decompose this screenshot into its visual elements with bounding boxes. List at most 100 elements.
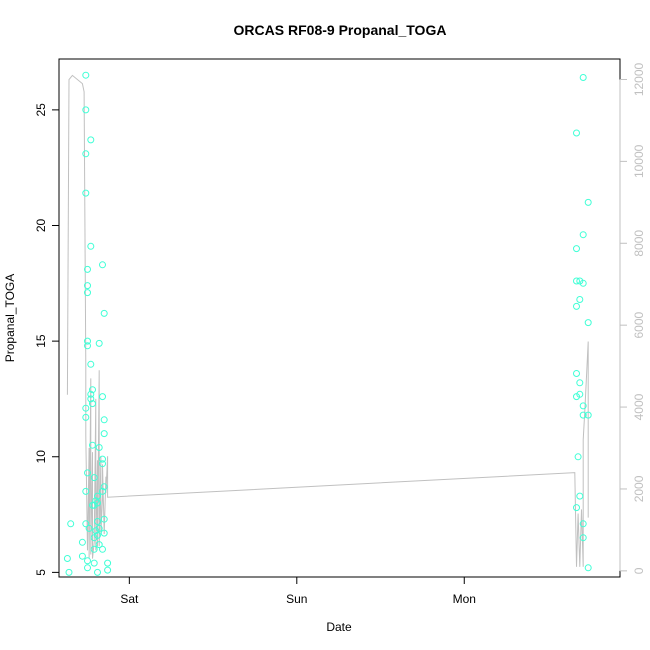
data-point [85, 524, 93, 532]
x-tick-label: Sun [286, 592, 307, 606]
data-point [82, 189, 90, 197]
data-point [87, 395, 95, 403]
data-point [99, 455, 106, 463]
data-point [95, 541, 103, 549]
data-point [84, 265, 91, 273]
right-y-tick-label: 4000 [632, 393, 646, 420]
data-point [78, 552, 86, 560]
data-point [99, 545, 106, 553]
x-tick-label: Sat [120, 592, 139, 606]
data-point [87, 136, 95, 144]
data-point [82, 413, 90, 421]
y-tick-label: 5 [34, 569, 48, 576]
data-point [94, 531, 101, 539]
data-point [573, 370, 580, 377]
data-point [82, 150, 90, 158]
data-point [89, 400, 96, 408]
data-point [573, 504, 580, 512]
data-point [104, 559, 112, 567]
right-y-tick-label: 0 [632, 567, 646, 574]
data-point [100, 515, 108, 523]
x-axis-label: Date [326, 620, 352, 634]
data-point [63, 555, 71, 562]
right-y-tick-label: 8000 [632, 230, 646, 257]
data-point [579, 231, 587, 239]
chart-title: ORCAS RF08-9 Propanal_TOGA [234, 22, 447, 38]
plot-frame [58, 58, 621, 578]
data-point [576, 390, 584, 398]
data-point [84, 557, 91, 565]
altitude-line [66, 74, 589, 567]
data-point [84, 337, 91, 345]
right-y-tick-label: 12000 [632, 62, 646, 96]
y-axis-label: Propanal_TOGA [3, 274, 17, 363]
y-tick-label: 25 [34, 103, 48, 117]
data-point [573, 277, 580, 285]
data-point [579, 411, 587, 419]
data-point [84, 342, 91, 350]
right-y-tick-label: 10000 [632, 144, 646, 178]
data-point [573, 129, 580, 137]
data-point [87, 360, 95, 368]
data-point [90, 474, 98, 482]
right-y-tick-label: 2000 [632, 475, 646, 502]
data-point [576, 379, 584, 387]
y-tick-label: 20 [34, 219, 48, 233]
data-point [100, 529, 108, 537]
data-point [579, 534, 587, 542]
data-point [574, 453, 582, 461]
data-point [95, 524, 103, 532]
data-point [95, 444, 103, 451]
data-point [584, 564, 592, 572]
data-point [82, 404, 90, 412]
data-point [82, 520, 90, 528]
data-point [579, 520, 587, 528]
data-point [579, 74, 587, 81]
data-point [82, 106, 90, 114]
data-point [94, 499, 101, 507]
data-point [95, 339, 103, 347]
data-point [573, 245, 580, 253]
data-point [84, 282, 91, 290]
right-y-axis: 0 2000 4000 6000 8000 10000 12000 [619, 62, 646, 574]
data-point [99, 460, 106, 468]
data-point [100, 416, 108, 424]
data-point [94, 492, 101, 500]
data-point [94, 568, 101, 576]
data-point [99, 261, 106, 269]
points-layer [63, 71, 592, 576]
data-point [579, 402, 587, 410]
x-tick-label: Mon [453, 592, 476, 606]
y-tick-label: 10 [34, 450, 48, 464]
data-point [67, 520, 75, 528]
data-point [104, 566, 112, 574]
data-point [84, 564, 91, 572]
x-axis: Sat Sun Mon [120, 576, 476, 606]
altitude-line-layer [66, 74, 589, 567]
data-point [584, 319, 592, 327]
data-point [84, 469, 91, 477]
data-point [99, 487, 106, 495]
data-point [87, 390, 95, 398]
data-point [78, 538, 86, 546]
data-point [576, 492, 584, 500]
right-y-tick-label: 6000 [632, 311, 646, 338]
data-point [89, 441, 96, 449]
y-axis: 5 10 15 20 25 [34, 103, 60, 576]
data-point [65, 568, 73, 576]
data-point [82, 71, 90, 79]
data-point [82, 487, 90, 495]
data-point [84, 289, 91, 297]
data-point [584, 198, 592, 206]
data-point [573, 302, 580, 310]
data-point [89, 386, 96, 394]
data-point [90, 559, 98, 567]
data-point [90, 545, 98, 553]
data-point [100, 309, 108, 317]
y-tick-label: 15 [34, 334, 48, 348]
data-point [579, 279, 587, 287]
data-point [99, 393, 106, 401]
data-point [576, 296, 584, 303]
data-point [100, 430, 108, 438]
